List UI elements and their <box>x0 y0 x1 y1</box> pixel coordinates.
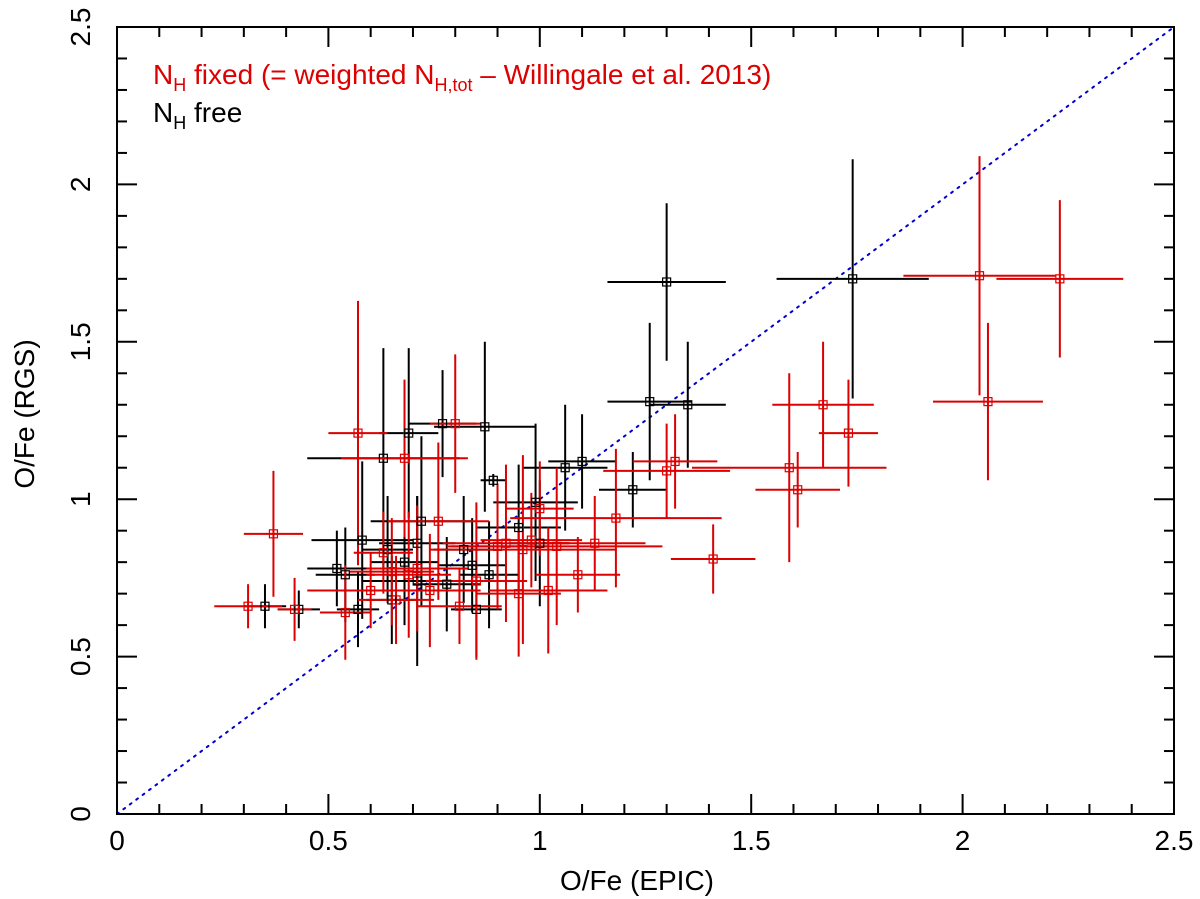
data-point-nh-fixed <box>590 538 600 548</box>
data-point-nh-free <box>560 463 570 473</box>
data-point-nh-fixed <box>1055 274 1065 284</box>
data-point-nh-fixed <box>412 563 422 574</box>
data-point-nh-fixed <box>366 585 376 596</box>
data-point-nh-fixed <box>611 513 621 523</box>
y-tick-label: 1.5 <box>65 322 96 361</box>
plot-frame <box>116 26 1175 815</box>
x-tick-label: 1.5 <box>732 825 771 856</box>
data-point-nh-fixed <box>378 548 388 558</box>
data-point-nh-fixed <box>535 504 545 514</box>
data-point-nh-fixed <box>974 271 985 281</box>
data-point-nh-free <box>260 601 270 611</box>
data-point-nh-fixed <box>552 541 562 552</box>
data-point-nh-free <box>662 277 672 287</box>
data-point-nh-free <box>480 422 490 432</box>
data-point-nh-free <box>459 544 469 555</box>
data-point-nh-fixed <box>425 585 435 596</box>
data-point-nh-fixed <box>784 463 794 473</box>
x-tick-label: 0.5 <box>309 825 348 856</box>
reference-layer <box>116 26 1175 815</box>
data-point-nh-fixed <box>399 453 410 463</box>
data-point-nh-free <box>848 274 858 284</box>
data-point-nh-fixed <box>793 485 803 495</box>
data-point-nh-fixed <box>471 576 481 586</box>
data-point-nh-free <box>683 400 693 410</box>
data-point-nh-free <box>514 522 524 533</box>
data-point-nh-fixed <box>387 567 397 577</box>
data-point-nh-free <box>340 570 350 580</box>
data-point-nh-fixed <box>391 595 401 605</box>
data-point-nh-free <box>353 604 363 614</box>
data-point-nh-fixed <box>450 419 460 429</box>
legend-entry-nh-fixed: NH fixed (= weighted NH,tot – Willingale… <box>153 59 771 95</box>
data-point-nh-fixed <box>353 428 363 438</box>
data-point-nh-free <box>437 419 448 429</box>
data-point-nh-free <box>442 579 452 589</box>
x-tick-label: 0 <box>109 825 125 856</box>
data-point-nh-free <box>404 428 414 438</box>
data-point-nh-fixed <box>573 570 583 580</box>
data-point-nh-fixed <box>662 466 672 476</box>
x-tick-label: 2.5 <box>1155 825 1194 856</box>
data-point-nh-fixed <box>843 428 854 438</box>
data-point-nh-fixed <box>543 585 553 596</box>
data-point-nh-free <box>332 563 342 574</box>
y-tick-label: 1 <box>65 491 96 507</box>
tick-label-layer: 0 0.5 1 1.5 2 2.5 0 0.5 1 1.5 2 2.5 <box>65 8 1193 856</box>
legend-entry-nh-free: NH free <box>153 97 242 133</box>
tick-layer <box>116 26 1175 815</box>
data-point-nh-fixed <box>243 601 253 611</box>
y-tick-label: 2 <box>65 177 96 193</box>
x-axis-title: O/Fe (EPIC) <box>560 865 714 896</box>
data-point-nh-free <box>412 538 422 548</box>
data-point-nh-fixed <box>818 400 828 410</box>
data-point-nh-fixed <box>454 601 465 611</box>
data-point-nh-free <box>399 557 410 567</box>
data-point-nh-fixed <box>433 516 443 526</box>
data-point-nh-free <box>467 560 477 570</box>
data-point-nh-free <box>484 570 494 580</box>
data-point-nh-free <box>378 453 388 463</box>
data-point-nh-free <box>628 485 638 495</box>
y-axis-title: O/Fe (RGS) <box>9 339 40 488</box>
errorbar-layer <box>214 156 1124 667</box>
data-point-nh-fixed <box>983 397 993 407</box>
data-point-nh-fixed <box>518 544 528 555</box>
marker-layer <box>243 271 1065 618</box>
x-tick-label: 1 <box>532 825 548 856</box>
data-point-nh-fixed <box>289 604 300 614</box>
x-tick-label: 2 <box>955 825 971 856</box>
data-point-nh-free <box>416 516 427 526</box>
data-point-nh-free <box>577 456 587 467</box>
data-point-nh-fixed <box>340 607 350 618</box>
y-tick-label: 0 <box>65 806 96 822</box>
data-point-nh-fixed <box>268 529 279 539</box>
data-point-nh-free <box>357 535 367 545</box>
data-point-nh-free <box>471 604 481 614</box>
y-tick-label: 2.5 <box>65 8 96 47</box>
data-point-nh-fixed <box>404 570 414 580</box>
data-point-nh-free <box>645 397 655 407</box>
data-point-nh-fixed <box>526 535 536 545</box>
data-point-nh-fixed <box>514 589 524 599</box>
data-point-nh-fixed <box>708 554 718 564</box>
data-point-nh-free <box>488 475 498 485</box>
data-point-nh-fixed <box>670 456 680 467</box>
y-tick-label: 0.5 <box>65 637 96 676</box>
reference-line-one-to-one <box>116 26 1175 815</box>
data-point-nh-fixed <box>501 538 511 548</box>
data-point-nh-free <box>412 576 422 586</box>
